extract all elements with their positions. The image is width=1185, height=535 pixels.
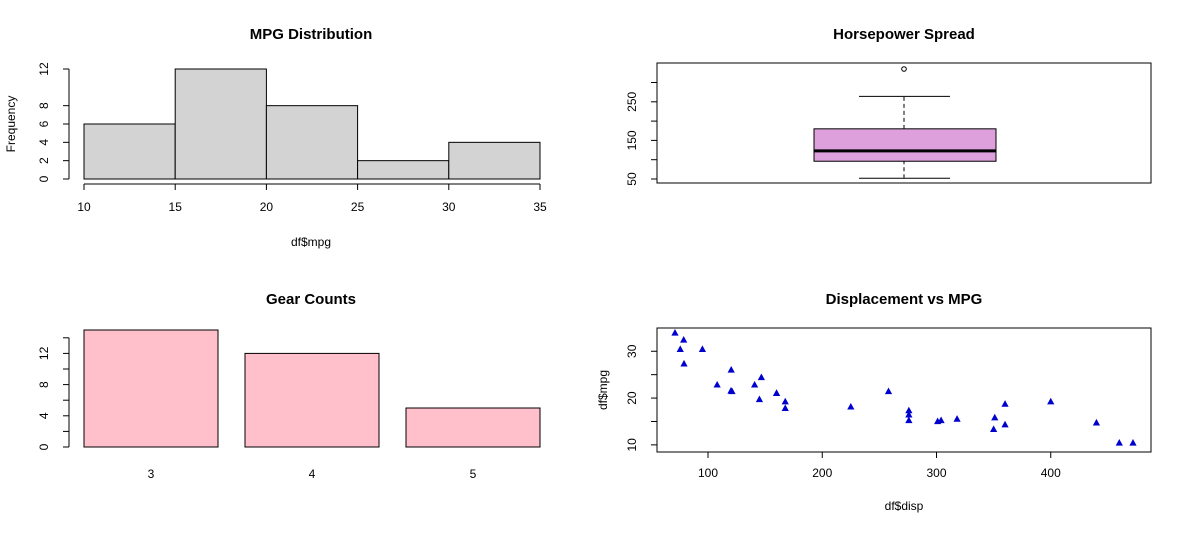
scatter-point: [1092, 418, 1101, 426]
boxplot-box: [813, 128, 997, 162]
scatter-point: [680, 359, 688, 367]
histogram-y-tick-label: 12: [37, 62, 51, 76]
boxplot-outlier: [901, 66, 907, 72]
scatter-point: [676, 345, 684, 352]
histogram-y-tick-label: 2: [37, 157, 51, 164]
mpg-histogram-panel: MPG Distribution df$mpg Frequency 10 15 20…: [4, 26, 547, 249]
scatter-point: [757, 373, 765, 381]
scatter-point: [680, 336, 688, 343]
scatter-ylabel: df$mpg: [596, 370, 610, 410]
scatter-x-tick-label: 300: [926, 466, 946, 480]
scatter-y-tick-label: 30: [625, 344, 639, 358]
scatter-point: [934, 417, 942, 425]
gear-category-label: 5: [470, 467, 477, 481]
scatter-y-tick-label: 10: [625, 438, 639, 452]
scatter-x-tick-label: 200: [812, 466, 832, 480]
scatter-point: [990, 425, 998, 433]
scatter-point: [884, 387, 893, 395]
scatter-title: Displacement vs MPG: [826, 291, 983, 308]
gear-counts-panel: Gear Counts 3 4 5 0 4 8 12: [37, 291, 541, 481]
scatter-x-tick-label: 100: [698, 466, 718, 480]
scatter-point: [713, 380, 721, 388]
histogram-x-tick-label: 10: [77, 200, 91, 214]
histogram-x-tick-label: 15: [169, 200, 183, 214]
scatter-point: [1115, 439, 1123, 446]
scatter-xlabel: df$disp: [885, 499, 924, 513]
gear-counts-title: Gear Counts: [266, 291, 356, 308]
scatter-x-tick-label: 400: [1041, 466, 1061, 480]
gear-y-tick-label: 0: [37, 443, 51, 450]
scatter-y-tick-label: 20: [625, 391, 639, 405]
scatter-point: [727, 365, 735, 373]
gear-category-label: 3: [148, 467, 155, 481]
histogram-y-tick-label: 8: [37, 102, 51, 109]
scatter-point: [781, 404, 789, 411]
boxplot-y-tick-label: 150: [625, 130, 639, 150]
mpg-histogram-xlabel: df$mpg: [291, 235, 331, 249]
scatter-point: [1047, 397, 1055, 405]
gear-category-label: 4: [309, 467, 316, 481]
scatter-point: [1001, 400, 1009, 407]
scatter-point: [781, 397, 789, 405]
histogram-bar: [448, 141, 541, 180]
scatter-point: [847, 402, 855, 410]
gear-y-tick-label: 12: [37, 346, 51, 360]
scatter-point: [991, 413, 999, 421]
scatter-point: [772, 389, 781, 396]
scatter-point: [671, 329, 679, 336]
mpg-histogram-title: MPG Distribution: [250, 26, 373, 43]
scatter-point: [953, 415, 961, 422]
scatter-point: [905, 406, 913, 414]
scatter-point: [905, 416, 913, 424]
gear-count-bar: [83, 329, 219, 448]
scatter-point: [755, 395, 764, 403]
scatter-point: [728, 387, 736, 395]
histogram-x-tick-label: 20: [260, 200, 274, 214]
gear-y-tick-label: 4: [37, 412, 51, 419]
histogram-bar: [174, 68, 267, 180]
histogram-bar: [357, 160, 450, 180]
histogram-y-tick-label: 0: [37, 175, 51, 182]
scatter-point: [698, 345, 707, 352]
histogram-y-tick-label: 6: [37, 120, 51, 127]
histogram-bar: [265, 105, 359, 180]
gear-y-tick-label: 8: [37, 381, 51, 388]
boxplot-title: Horsepower Spread: [833, 26, 975, 43]
scatter-point: [905, 410, 913, 418]
histogram-x-tick-label: 35: [533, 200, 547, 214]
scatter-point: [751, 380, 759, 388]
boxplot-y-tick-label: 250: [625, 91, 639, 111]
histogram-x-tick-label: 25: [351, 200, 365, 214]
gear-count-bar: [405, 407, 541, 448]
boxplot-frame: [656, 62, 1152, 184]
displacement-scatter-panel: Displacement vs MPG df$disp df$mpg 100 20…: [596, 291, 1152, 513]
scatter-point: [1129, 439, 1137, 446]
scatter-point: [1001, 420, 1009, 428]
histogram-y-tick-label: 4: [37, 139, 51, 146]
boxplot-y-tick-label: 50: [625, 172, 639, 186]
histogram-x-tick-label: 30: [442, 200, 456, 214]
gear-count-bar: [244, 352, 380, 448]
histogram-bar: [83, 123, 176, 180]
horsepower-boxplot-panel: Horsepower Spread 50 150 250: [625, 26, 1152, 186]
mpg-histogram-ylabel: Frequency: [4, 96, 18, 153]
